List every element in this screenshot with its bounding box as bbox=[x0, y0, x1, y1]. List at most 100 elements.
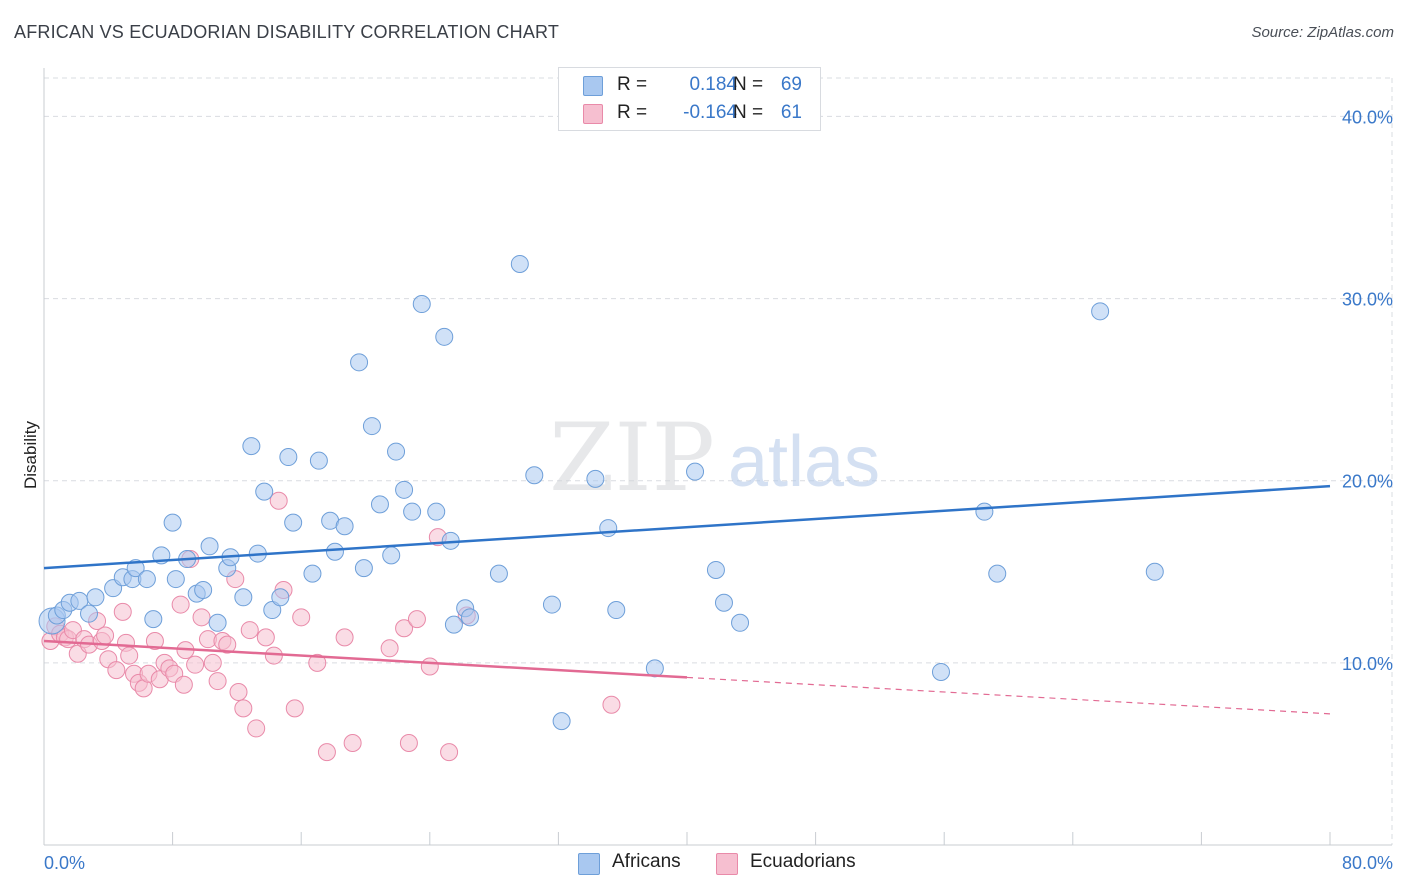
ecuadorians-point bbox=[269, 491, 288, 510]
x-tick-label: 0.0% bbox=[44, 853, 85, 873]
africans-point bbox=[988, 564, 1007, 583]
ecuadorians-points bbox=[41, 491, 621, 762]
tick-labels: 10.0% 20.0% 30.0% 40.0% 0.0% 80.0% bbox=[44, 107, 1393, 873]
africans-point bbox=[137, 570, 156, 589]
ecuadorians-point bbox=[380, 639, 399, 658]
ecuadorians-point bbox=[208, 672, 227, 691]
africans-point bbox=[542, 595, 561, 614]
legend-n-value: 69 bbox=[780, 74, 802, 95]
africans-point bbox=[354, 559, 373, 578]
ecuadorians-legend-label: Ecuadorians bbox=[750, 851, 856, 872]
africans-point bbox=[931, 662, 950, 681]
africans-point bbox=[714, 593, 733, 612]
africans-point bbox=[350, 353, 369, 372]
africans-point bbox=[234, 588, 253, 607]
ecuadorians-point bbox=[186, 655, 205, 674]
legend-r-label: R = bbox=[617, 102, 648, 123]
ecuadorians-point bbox=[399, 734, 418, 752]
legend-n-value: 61 bbox=[780, 102, 802, 123]
africans-point bbox=[303, 564, 322, 583]
africans-point bbox=[427, 502, 446, 521]
africans-point bbox=[387, 442, 406, 461]
africans-point bbox=[255, 482, 274, 501]
ecuadorians-point bbox=[440, 743, 459, 762]
africans-point bbox=[382, 546, 401, 565]
ecuadorians-point bbox=[174, 675, 193, 694]
ecuadorians-point bbox=[395, 619, 414, 638]
ecuadorians-point bbox=[229, 683, 248, 701]
ecuadorians-point bbox=[256, 628, 275, 647]
ecuadorians-point bbox=[203, 653, 222, 672]
africans-point bbox=[242, 437, 261, 456]
ecuadorians-point bbox=[192, 608, 211, 627]
ecuadorians-point bbox=[96, 626, 115, 645]
watermark-atlas: atlas bbox=[728, 422, 880, 502]
ecuadorians-point bbox=[113, 602, 132, 621]
legend-n-label: N = bbox=[733, 74, 764, 95]
africans-point bbox=[370, 495, 389, 514]
trend-lines bbox=[43, 484, 1331, 715]
ecuadorians-point bbox=[145, 632, 164, 650]
ecuadorians-point bbox=[171, 595, 190, 614]
africans-point bbox=[706, 560, 725, 579]
y-tick-label: 20.0% bbox=[1342, 472, 1393, 492]
africans-point bbox=[975, 502, 994, 521]
legend-r-value: -0.164 bbox=[683, 102, 737, 123]
ecuadorians-point bbox=[218, 635, 237, 654]
ecuadorians-point bbox=[234, 699, 253, 718]
africans-point bbox=[731, 613, 750, 632]
africans-legend-label: Africans bbox=[612, 851, 681, 872]
stats-legend: R = 0.184 N = 69 R = -0.164 N = 61 bbox=[558, 67, 821, 131]
y-tick-label: 10.0% bbox=[1342, 654, 1393, 674]
africans-point bbox=[586, 469, 605, 488]
ecuadorians-legend-swatch bbox=[716, 853, 738, 875]
x-tick-label: 80.0% bbox=[1342, 853, 1393, 873]
ecuadorians-point bbox=[420, 657, 439, 676]
grid-layer bbox=[44, 77, 1393, 845]
africans-trend-line bbox=[43, 484, 1331, 570]
africans-point bbox=[510, 254, 529, 273]
ecuadorians-point bbox=[240, 621, 259, 640]
y-tick-label: 40.0% bbox=[1342, 107, 1393, 127]
africans-point bbox=[489, 564, 508, 583]
africans-point bbox=[163, 513, 182, 532]
ecuadorians-point bbox=[335, 628, 354, 647]
africans-point bbox=[525, 466, 544, 485]
africans-point bbox=[126, 559, 145, 578]
ecuadorians-point bbox=[285, 699, 304, 718]
legend-r-label: R = bbox=[617, 74, 648, 95]
y-tick-label: 30.0% bbox=[1342, 290, 1393, 310]
ecuadorians-point bbox=[317, 743, 336, 762]
africans-point bbox=[200, 537, 219, 556]
africans-point bbox=[607, 601, 626, 620]
watermark: ZIP atlas bbox=[549, 404, 880, 513]
africans-point bbox=[208, 613, 227, 632]
ecuadorians-point bbox=[602, 695, 621, 714]
legend-n-label: N = bbox=[733, 102, 764, 123]
africans-point bbox=[362, 417, 381, 436]
africans-point bbox=[309, 451, 328, 470]
africans-point bbox=[599, 519, 618, 538]
africans-point bbox=[86, 588, 105, 607]
ecuadorians-point bbox=[120, 646, 139, 665]
ecuadorians-point bbox=[343, 734, 362, 752]
ecuadorians-trend-extension bbox=[686, 676, 1331, 715]
legend-r-value: 0.184 bbox=[689, 74, 737, 95]
africans-point bbox=[144, 610, 163, 629]
ecuadorians-swatch bbox=[583, 104, 603, 124]
africans-point bbox=[412, 295, 431, 314]
africans-point bbox=[279, 448, 298, 467]
africans-point bbox=[1145, 562, 1164, 581]
ecuadorians-trend-line bbox=[43, 639, 688, 679]
ecuadorians-point bbox=[292, 608, 311, 627]
ecuadorians-point bbox=[247, 719, 266, 738]
africans-point bbox=[166, 570, 185, 589]
source-label: Source: ZipAtlas.com bbox=[1251, 24, 1394, 41]
africans-point bbox=[335, 517, 354, 536]
africans-point bbox=[460, 608, 479, 627]
africans-swatch bbox=[583, 76, 603, 96]
africans-point bbox=[403, 502, 422, 521]
africans-point bbox=[435, 327, 454, 346]
africans-point bbox=[271, 588, 290, 607]
